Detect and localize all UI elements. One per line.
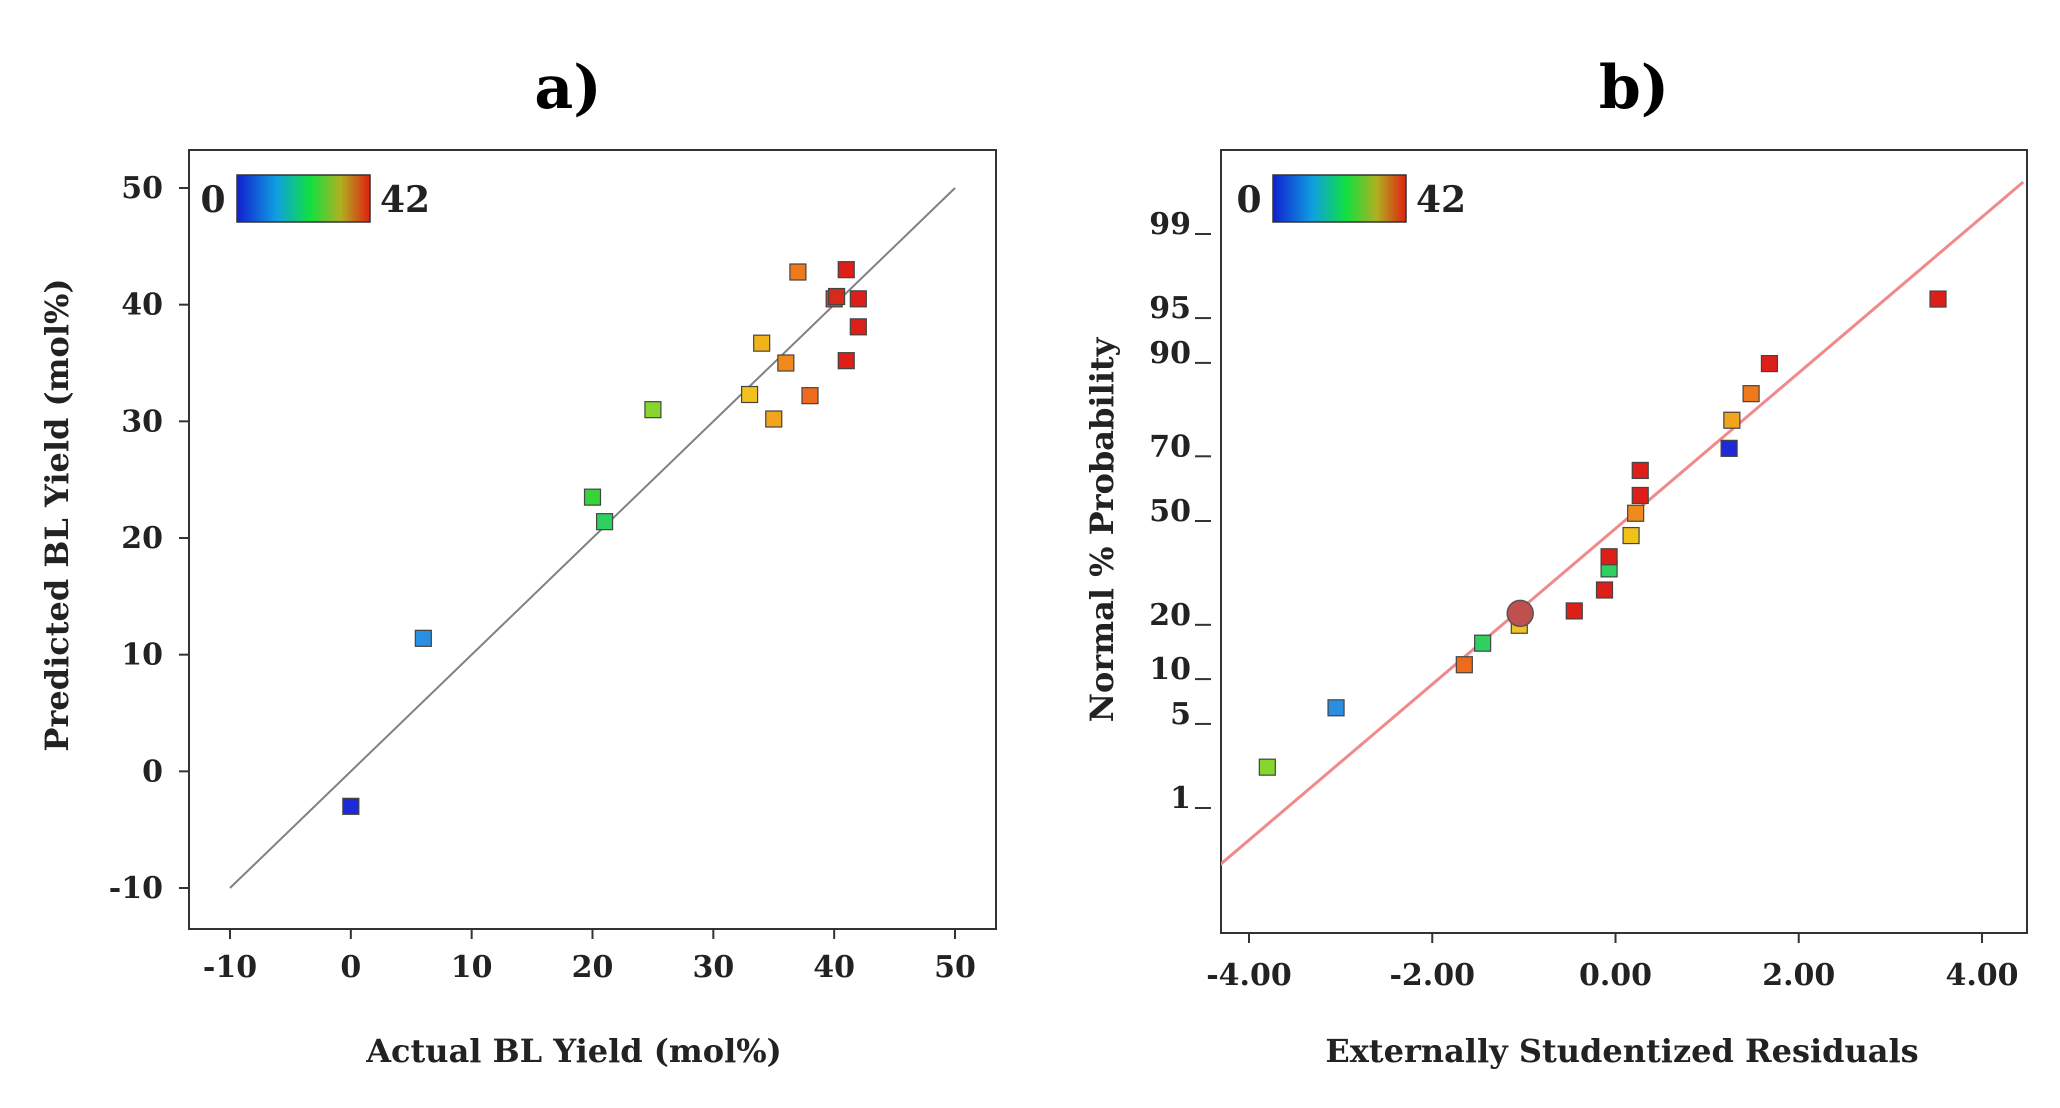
panel-b-colorbar-min: 0 (1236, 179, 1261, 221)
panel-a-y-axis-title: Predicted BL Yield (mol%) (38, 278, 76, 751)
panel-b-y-tick-label: 10 (1149, 652, 1191, 687)
panel-b-y-tick-label: 5 (1170, 697, 1191, 732)
panel-a-point (837, 261, 855, 279)
panel-b-colorbar-max: 42 (1416, 179, 1466, 221)
panel-b-point (1723, 411, 1741, 429)
panel-b-point (1631, 461, 1649, 480)
panel-b-point (1474, 634, 1492, 652)
panel-a-y-tick-label: 30 (121, 404, 163, 439)
panel-b-point (1720, 439, 1738, 457)
panel-b-x-tick-label: 2.00 (1762, 958, 1835, 993)
panel-a-plot-area (188, 149, 997, 930)
panel-b-point (1258, 758, 1276, 776)
panel-b-points (1258, 290, 1947, 776)
panel-a-point (342, 797, 360, 815)
panel-a-point (765, 410, 783, 428)
panel-a-y-tick-label: -10 (109, 871, 163, 906)
panel-a-x-axis-title: Actual BL Yield (mol%) (365, 1032, 782, 1070)
panel-b-point (1327, 699, 1345, 717)
panel-a-point (644, 401, 662, 419)
panel-a-x-tick-label: 0 (340, 950, 361, 985)
panel-b-highlight-point (1506, 599, 1534, 628)
panel-a-x-tick-label: 40 (813, 950, 855, 985)
panel-b-x-tick-label: -4.00 (1206, 958, 1292, 993)
panel-a-point (583, 488, 602, 506)
panel-b-label: b) (1599, 53, 1669, 123)
panel-a-y-tick-label: 40 (121, 288, 163, 323)
panel-b-y-tick-label: 90 (1149, 336, 1191, 371)
panel-a-colorbar-min: 0 (200, 179, 225, 221)
panel-b-point (1565, 602, 1583, 620)
panel-a-point (849, 290, 867, 308)
panel-b-y-tick-label: 50 (1149, 494, 1191, 529)
panel-a-x-tick-label: 20 (572, 950, 614, 985)
panel-b-x-tick-label: 0.00 (1579, 958, 1652, 993)
panel-b-point (1455, 656, 1473, 674)
panel-b-x-axis-title: Externally Studentized Residuals (1325, 1032, 1918, 1070)
panel-b-point (1595, 581, 1614, 599)
panel-a-x-tick-label: -10 (203, 950, 257, 985)
panel-b-reference-line (1221, 180, 2025, 866)
panel-b-point (1627, 504, 1645, 522)
panel-b-ticks: -4.00 -2.00 0.00 2.00 4.00 1 5 10 20 50 70 90 95 99 (1149, 207, 2018, 993)
panel-a-x-tick-label: 10 (451, 950, 493, 985)
panel-b: b) -4.00 -2.00 0.00 2.00 4.00 1 5 10 20 50 70 90 95 9… (1083, 53, 2028, 1070)
panel-a-x-tick-label: 50 (934, 950, 976, 985)
panel-b-x-tick-label: 4.00 (1945, 958, 2018, 993)
panel-b-x-tick-label: -2.00 (1389, 958, 1475, 993)
panel-b-y-axis-title: Normal % Probability (1083, 336, 1121, 722)
panel-a-colorbar-max: 42 (380, 179, 430, 221)
panel-b-y-tick-label: 70 (1149, 429, 1191, 464)
panel-a-colorbar-gradient (236, 174, 371, 223)
panel-b-colorbar: 0 42 (1236, 174, 1466, 223)
panel-b-y-tick-label: 95 (1149, 291, 1191, 326)
panel-a-point (740, 385, 759, 404)
panel-b-y-tick-label: 1 (1170, 781, 1191, 816)
panel-b-colorbar-gradient (1272, 174, 1407, 223)
panel-b-y-tick-label: 20 (1149, 598, 1191, 633)
panel-a-point (753, 334, 771, 352)
panel-b-point (1631, 486, 1649, 505)
panel-a-point (801, 387, 819, 405)
panel-a-x-tick-label: 30 (692, 950, 734, 985)
panel-b-y-tick-label: 99 (1149, 207, 1191, 242)
panel-b-point (1929, 290, 1947, 308)
panel-a-point (837, 352, 855, 370)
panel-a-point (789, 263, 807, 281)
panel-a-point (849, 318, 867, 336)
panel-a-y-tick-label: 0 (142, 754, 163, 789)
panel-a-point (595, 513, 614, 531)
panel-a-y-tick-label: 20 (121, 521, 163, 556)
panel-a-point (777, 354, 795, 372)
panel-a-label: a) (534, 53, 601, 123)
panel-a-colorbar: 0 42 (200, 174, 430, 223)
panel-b-point (1622, 526, 1640, 545)
panel-a-y-tick-label: 50 (121, 171, 163, 206)
panel-b-point (1600, 548, 1618, 566)
panel-a-points (342, 261, 867, 815)
panel-b-point (1742, 385, 1760, 403)
panel-a-point (414, 629, 432, 647)
panel-a-point (827, 287, 846, 306)
panel-a: a) -10 0 10 20 30 40 50 -10 0 10 20 30 40 50 0 42 Act… (38, 53, 997, 1070)
panel-a-y-tick-label: 10 (121, 638, 163, 673)
panel-b-point (1760, 354, 1779, 373)
panel-a-ticks: -10 0 10 20 30 40 50 -10 0 10 20 30 40 50 (109, 171, 976, 985)
